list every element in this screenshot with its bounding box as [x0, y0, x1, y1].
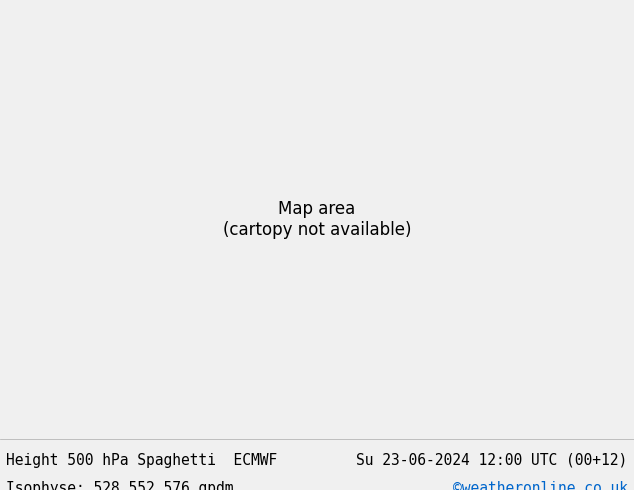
Text: ©weatheronline.co.uk: ©weatheronline.co.uk — [453, 481, 628, 490]
Text: Height 500 hPa Spaghetti  ECMWF: Height 500 hPa Spaghetti ECMWF — [6, 453, 278, 468]
Text: Su 23-06-2024 12:00 UTC (00+12): Su 23-06-2024 12:00 UTC (00+12) — [356, 453, 628, 468]
Text: Isophyse: 528 552 576 gpdm: Isophyse: 528 552 576 gpdm — [6, 481, 234, 490]
Text: Map area
(cartopy not available): Map area (cartopy not available) — [223, 200, 411, 239]
